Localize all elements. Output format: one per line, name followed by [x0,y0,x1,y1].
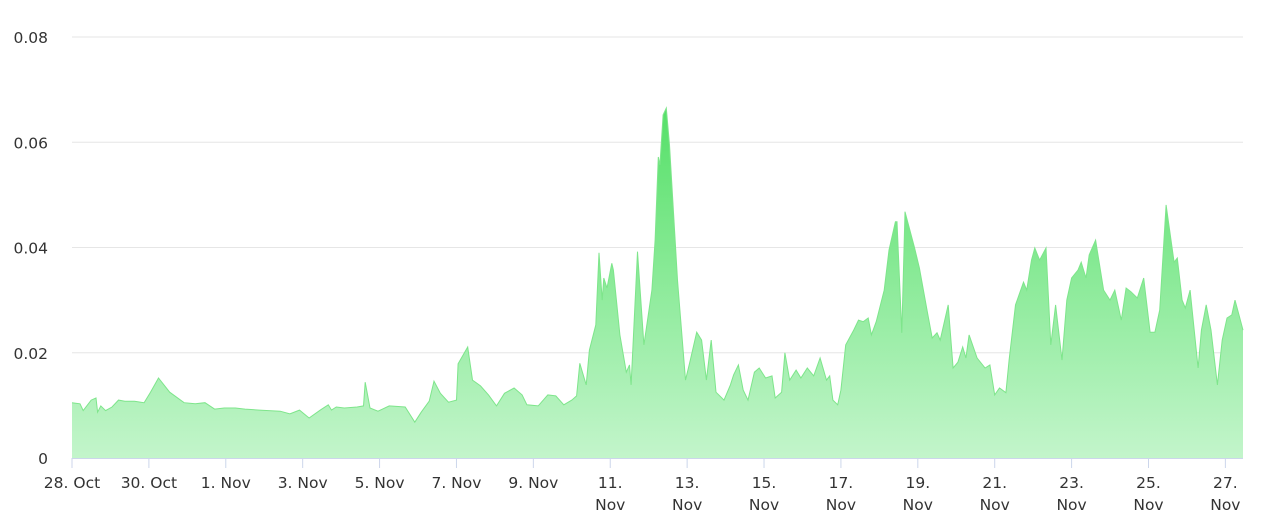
x-tick-label: Nov [980,496,1010,514]
y-tick-label: 0 [38,450,48,468]
x-tick-label: 25. [1136,474,1161,492]
x-tick-label: 7. Nov [431,474,481,492]
x-tick-label: 13. [675,474,700,492]
x-tick-label: 11. [598,474,623,492]
x-tick-label: Nov [1210,496,1240,514]
x-tick-label: 30. Oct [121,474,177,492]
x-tick-label: 9. Nov [508,474,558,492]
x-tick-label: 19. [905,474,930,492]
x-tick-label: 17. [829,474,854,492]
series-line [71,106,1244,424]
x-tick-label: Nov [1133,496,1163,514]
x-tick-label: Nov [903,496,933,514]
x-tick-label: 21. [982,474,1007,492]
x-tick-label: 3. Nov [278,474,328,492]
y-tick-label: 0.02 [13,345,48,363]
x-tick-label: 28. Oct [44,474,100,492]
x-axis: 28. Oct 30. Oct 1. Nov 3. Nov 5. Nov 7. Nov 9.… [44,458,1243,514]
x-tick-label: Nov [826,496,856,514]
plot-area [71,106,1244,458]
y-tick-label: 0.04 [13,240,48,258]
y-axis-labels: 0 0.02 0.04 0.06 0.08 [13,29,48,468]
x-tick-label: Nov [595,496,625,514]
x-tick-label: 27. [1213,474,1238,492]
x-tick-label: Nov [749,496,779,514]
x-tick-label: 1. Nov [201,474,251,492]
x-tick-label: 23. [1059,474,1084,492]
x-tick-label: 5. Nov [355,474,405,492]
x-tick-label: 15. [752,474,777,492]
y-tick-label: 0.08 [13,29,48,47]
x-tick-label: Nov [1056,496,1086,514]
area-fill [72,108,1243,458]
y-tick-label: 0.06 [13,134,48,152]
x-tick-label: Nov [672,496,702,514]
